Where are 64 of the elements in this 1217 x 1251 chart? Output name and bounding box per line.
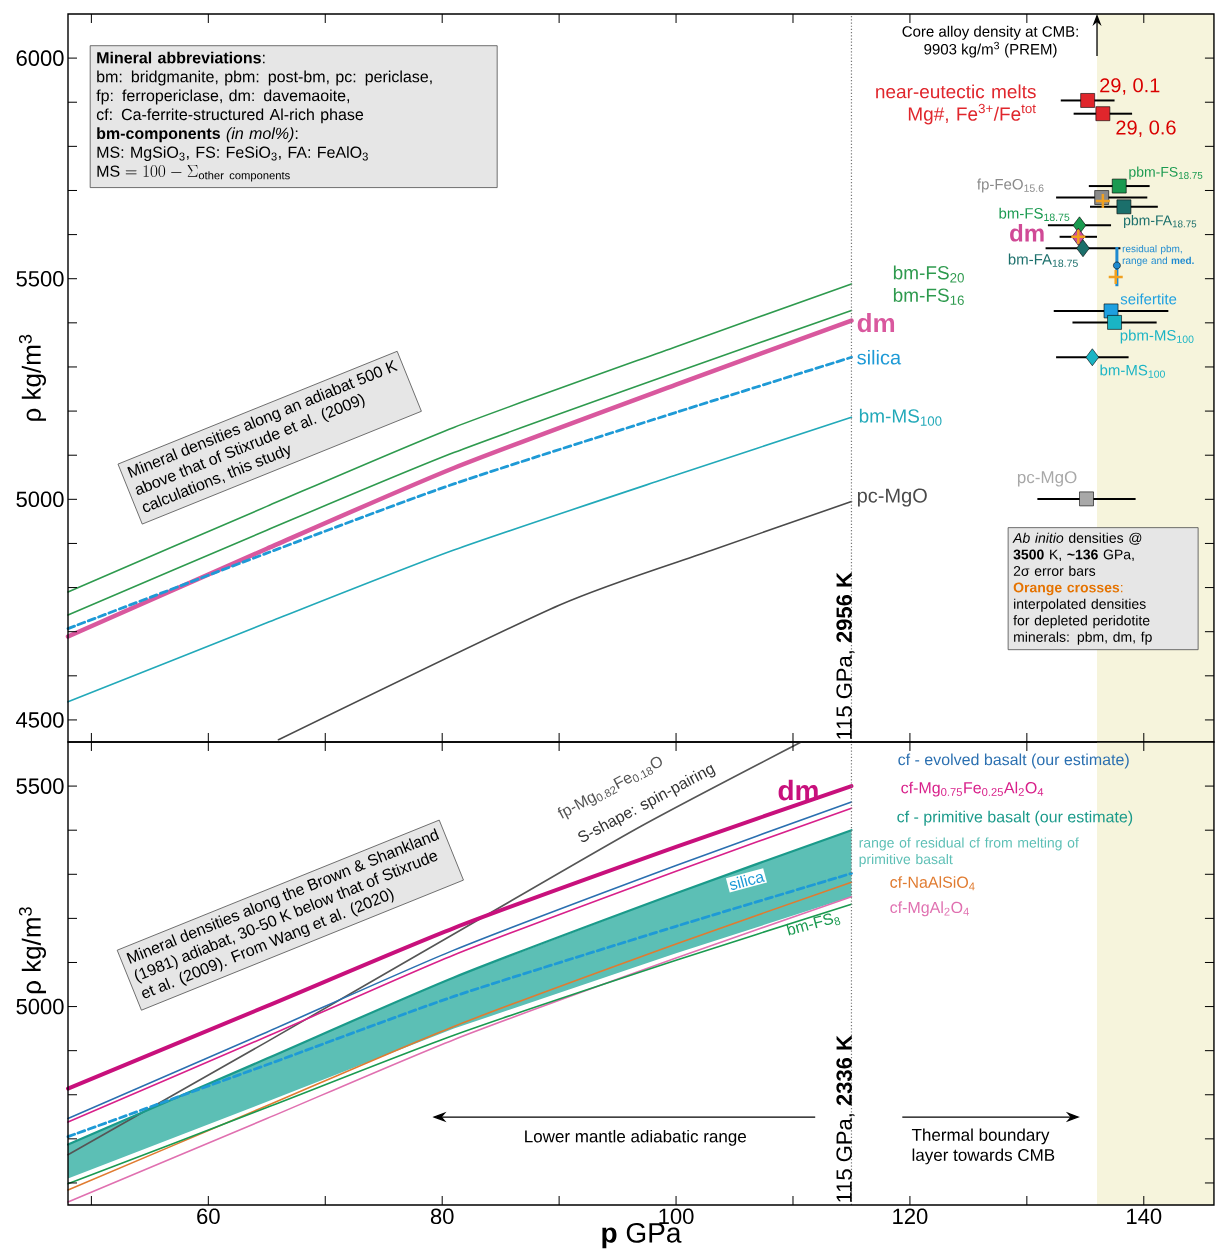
ref-line-label: 115 GPa, 2336 K xyxy=(836,1035,855,1202)
annotation: 9903 kg/m$^{3}$ (PREM) xyxy=(924,41,1057,58)
series-label: pbm-FS$_{18.75}$ xyxy=(1129,166,1203,180)
annotation: bm: bridgmanite, pbm: post-bm, pc: periclase, xyxy=(97,70,432,86)
annotation: 29, 0.6 xyxy=(1116,120,1176,137)
series-label: dm xyxy=(857,313,895,333)
annotation: cf: Ca-ferrite-structured Al-rich phase xyxy=(96,108,364,124)
series-label: silica xyxy=(857,349,902,365)
annotation: fp: ferropericlase, dm: davemaoite, xyxy=(96,89,350,105)
annotation: bm-components (in mol%): xyxy=(97,127,298,143)
series-label: seifertite xyxy=(1120,293,1177,305)
series-label: pc-MgO xyxy=(1017,471,1077,487)
text: cf-NaAlSiO$_{4}$ xyxy=(890,876,975,891)
annotation: Core alloy density at CMB: xyxy=(902,25,1078,40)
text: near-eutectic melts Mg#, Fe$^{3+}$/Fe$^{tot}$ xyxy=(876,84,1036,125)
series-label: bm-FA$_{18.75}$ xyxy=(1008,253,1078,267)
ref-line-label: 115 GPa, 2956 K xyxy=(836,572,855,739)
annotation: interpolated densities xyxy=(1014,598,1146,612)
annotation: layer towards CMB xyxy=(912,1148,1055,1165)
x-tick-label: 80 xyxy=(430,1208,454,1225)
x-tick-label: 60 xyxy=(197,1208,220,1225)
y-tick-label: 5000 xyxy=(16,491,64,508)
series-label: residual pbm, range and med. xyxy=(1122,244,1194,267)
annotation: MS: MgSiO$_{3}$, FS: FeSiO$_{3}$, FA: FeAlO$_{3}$ xyxy=(97,146,368,162)
annotation: Thermal boundary xyxy=(911,1128,1050,1145)
annotation: Orange crosses: xyxy=(1013,582,1123,596)
text: cf-MgAl$_{2}$O$_{4}$ xyxy=(890,901,969,917)
annotation: 29, 0.1 xyxy=(1100,78,1160,95)
annotation: for depleted peridotite xyxy=(1013,615,1150,629)
annotation: 2σ error bars xyxy=(1013,565,1096,576)
series-label: bm-MS$_{100}$ xyxy=(1100,364,1165,378)
annotation: Mineral abbreviations: xyxy=(97,51,265,64)
x-axis-title: p GPa xyxy=(602,1222,682,1249)
y-tick-label: 5500 xyxy=(16,778,64,794)
annotation: $\mathrm{MS} = 100 - \Sigma_{\mathrm{other\ components}}$ xyxy=(97,164,290,182)
series-label: pc-MgO xyxy=(857,488,927,507)
text: bm-FS$_{16}$ xyxy=(893,287,964,305)
annotation: minerals: pbm, dm, fp xyxy=(1014,631,1152,645)
x-tick-label: 100 xyxy=(659,1208,694,1225)
text: cf-Mg$_{0.75}$Fe$_{0.25}$Al$_{2}$O$_{4}$ xyxy=(901,781,1044,797)
text: bm-FS$_{20}$ xyxy=(893,265,964,283)
annotation: Ab initio densities @ xyxy=(1012,532,1142,545)
y-tick-label: 5500 xyxy=(16,270,64,287)
series-label: dm xyxy=(1010,223,1044,242)
text: fp-FeO$_{15.6}$ xyxy=(977,178,1044,193)
x-tick-label: 120 xyxy=(893,1208,928,1225)
text: cf - primitive basalt (our estimate) xyxy=(897,810,1133,826)
series-label: dm xyxy=(778,779,818,801)
annotation: 3500 K, ~136 GPa, xyxy=(1013,549,1134,562)
series-label: bm-MS$_{100}$ xyxy=(859,408,942,426)
text: silica xyxy=(729,873,766,890)
legend-label: range of residual cf from melting of primitive basalt xyxy=(859,837,1079,867)
y-axis-title: ρ kg/m$^{3}$ xyxy=(18,334,47,421)
series-label: bm-FS$_{18.75}$ xyxy=(999,207,1070,222)
y-tick-label: 5000 xyxy=(16,998,64,1015)
x-tick-label: 140 xyxy=(1127,1208,1162,1225)
annotation: Lower mantle adiabatic range xyxy=(525,1129,746,1146)
series-label: pbm-MS$_{100}$ xyxy=(1120,329,1194,344)
text: cf - evolved basalt (our estimate) xyxy=(898,753,1129,769)
y-tick-label: 4500 xyxy=(16,712,64,728)
text: bm-FS$_{8}$ xyxy=(786,913,841,936)
series-label: pbm-FA$_{18.75}$ xyxy=(1124,215,1197,229)
y-tick-label: 6000 xyxy=(16,50,64,66)
y-axis-title: ρ kg/m$^{3}$ xyxy=(18,907,47,994)
